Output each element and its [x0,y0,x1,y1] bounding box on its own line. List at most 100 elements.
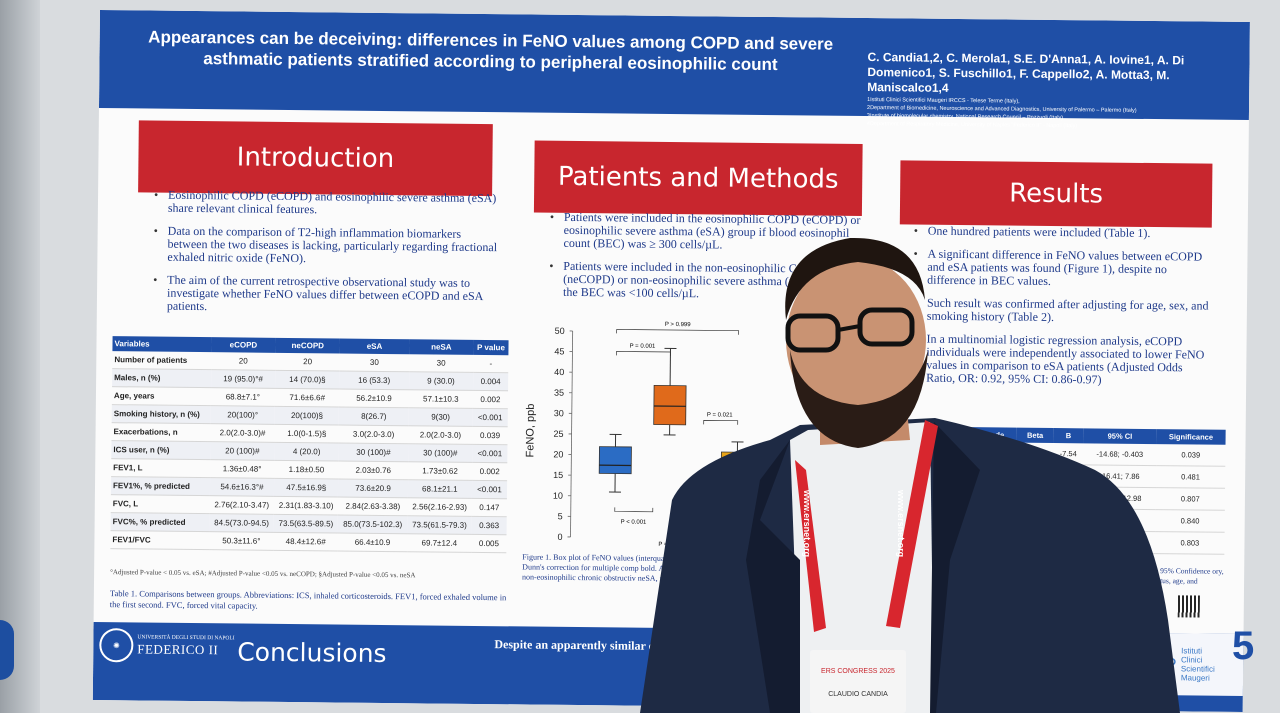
table-cell [924,507,972,530]
badge-name: CLAUDIO CANDIA [828,691,888,698]
maugeri-line: Maugeri [1180,673,1210,683]
results-bullet: A significant difference in FeNO values … [913,247,1215,290]
maugeri-line: Istituti [1181,646,1203,656]
table-cell: 47.5±16.9§ [274,478,339,498]
conclusions-heading: Conclusions [237,637,387,669]
table-cell: 20 [210,352,276,371]
table-cell: Age, years [111,386,211,406]
table-cell: -1.80 [1052,486,1084,509]
column-header: Significance [1156,429,1226,445]
column-header: eSA [339,338,410,355]
table-cell: 0.363 [471,516,507,535]
table-cell: ICS user, n (%) [111,440,211,460]
table-cell: <0.001 [471,480,508,499]
table-cell: 85.0(73.5-102.3) [337,515,408,534]
lanyard-text: www.ersnet.org [802,490,812,558]
introduction-heading: Introduction [138,120,493,197]
table-cell: 0.039 [472,426,508,445]
table-cell: 0.002 [472,390,509,409]
sig-label: P = [658,542,668,548]
table-cell [925,441,973,464]
table-cell: -0.58; 0.48 [1082,508,1156,532]
table-cell: 9(30) [408,407,473,427]
y-tick-label: 0 [557,532,562,542]
results-bullet: One hundred patients were included (Tabl… [914,224,1216,241]
table-cell: -7.54 [1052,443,1084,465]
table-cell [924,529,972,552]
table-cell [1015,530,1053,553]
table-cell: 2.03±0.76 [338,461,408,480]
y-tick-label: 5 [558,511,563,521]
table-cell: - [473,354,509,373]
table-cell [1016,464,1053,487]
table-cell: 1.73±0.62 [407,461,473,481]
introduction-text: Eosinophilic COPD (eCOPD) and eosinophil… [153,188,500,327]
methods-bullet: Patients were included in the eosinophil… [550,210,864,253]
table-cell: 48.4±12.6# [273,532,338,552]
table-row: 0 = eSA -0.438 -7.54 -14.68; -0.403 0.039 [925,441,1226,467]
table-cell: 50.3±11.6° [209,531,274,551]
y-tick-label: 20 [553,449,563,459]
table-cell: 30 [339,353,410,372]
table-1-caption: Table 1. Comparisons between groups. Abb… [109,588,507,611]
column-header: neSA [409,339,474,355]
table-cell: FEV1%, % predicted [110,476,210,496]
sig-bracket [616,329,740,335]
table-cell [971,507,1017,531]
corner-mark: 5 [1232,624,1255,668]
box-eCOPD [598,446,632,475]
table-cell: 9 (30.0) [408,371,474,391]
table-cell: 4 (20.0) [274,442,339,462]
y-tick-label: 15 [553,470,563,480]
table-row: FEV1/FVC 50.3±11.6° 48.4±12.6# 66.4±10.9 69.… [110,530,507,553]
table-cell: 1.18±0.50 [274,460,339,480]
table-cell: 0.481 [1155,465,1226,489]
table-cell: -16.58; 12.98 [1082,486,1156,510]
lanyard-text: www.ersnet.org [896,490,906,558]
table-cell: 20 (100)# [210,441,275,461]
table-cell: 0.039 [1156,444,1226,467]
table-cell: 1.36±0.48° [209,459,275,479]
table-cell: 30 (100)# [407,443,473,463]
intro-bullet: Data on the comparison of T2-high inflam… [153,224,499,268]
table-2: Variable Code Beta B 95% CI Significance 0 = … [924,426,1226,555]
sig-label: P < 0.001 [621,519,647,525]
table-cell [925,463,973,486]
results-text: One hundred patients were included (Tabl… [912,224,1216,398]
left-wall [0,0,40,713]
table-cell [1016,508,1053,531]
column-header: Beta [1016,427,1054,444]
sig-label: P = 0.001 [630,344,656,350]
table-cell: 20(100)§ [274,406,340,426]
table-cell: -16.41; 7.86 [1083,464,1157,488]
y-tick-label: 40 [554,367,564,377]
university-logo: ✺ UNIVERSITÀ DEGLI STUDI DI NAPOLI FEDER… [99,628,235,663]
table-cell: -4.28 [1052,464,1084,487]
table-cell: 0.147 [471,498,507,517]
y-tick-label: 45 [554,346,564,356]
table-cell [971,529,1017,553]
poster-header: Appearances can be deceiving: difference… [98,10,1250,129]
methods-text: Patients were included in the eosinophil… [549,210,864,312]
university-seal-icon: ✺ [99,628,134,663]
box-eSA [653,384,687,426]
table-cell: 14 (70.0)§ [275,370,340,390]
table-cell: 05 [1052,508,1083,531]
y-tick-label: 50 [555,326,565,336]
maugeri-line: Scientifici [1180,664,1215,674]
table-cell: 20(100)° [210,405,275,425]
table-cell: 0.807 [1155,487,1226,511]
methods-bullet: Patients were included in the non-eosino… [549,259,863,302]
sig-bracket [703,419,739,425]
table-cell: 73.5(61.5-79.3) [407,515,472,535]
maugeri-line: Clinici [1181,655,1203,665]
table-cell: Number of patients [112,351,212,370]
table-cell: 69.7±12.4 [407,533,472,553]
box-neSA [720,451,754,476]
table-cell: 57.1±10.3 [408,389,474,409]
methods-heading: Patients and Methods [533,140,863,216]
table-cell: 8(26.7) [339,407,409,426]
table-cell: 1.0(0-1.5)§ [274,424,340,444]
table-cell: FEV1/FVC [110,530,210,550]
badge-event: ERS CONGRESS 2025 [821,668,895,675]
